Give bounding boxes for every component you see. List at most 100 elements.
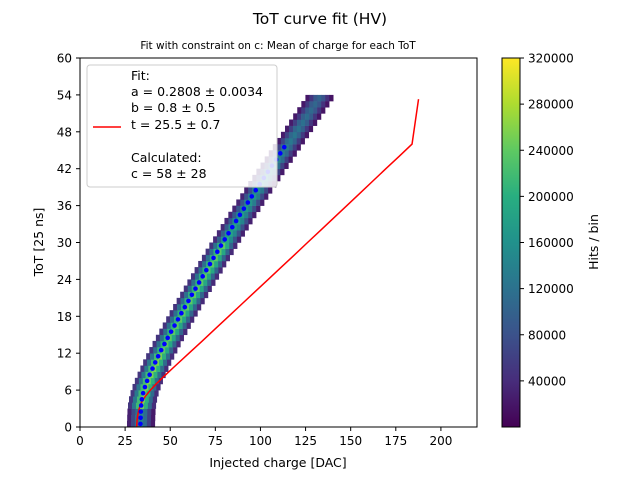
heatmap-cell (313, 113, 318, 120)
heatmap-cell (280, 168, 285, 176)
mean-point (196, 280, 202, 285)
heatmap-cell (175, 328, 180, 336)
mean-point (165, 335, 170, 341)
heatmap-cell (220, 224, 225, 231)
heatmap-cell (203, 291, 209, 299)
heatmap-cell (301, 107, 306, 114)
heatmap-cell (186, 322, 191, 329)
heatmap-cell (184, 291, 189, 299)
chart-title: ToT curve fit (HV) (252, 10, 387, 28)
heatmap-cell (213, 242, 218, 249)
heatmap-cell (236, 217, 241, 225)
heatmap-cell (309, 107, 314, 114)
heatmap-cell (284, 150, 289, 157)
heatmap-cell (192, 297, 197, 305)
heatmap-cell (244, 211, 249, 219)
heatmap-cell (292, 144, 297, 151)
heatmap-cell (213, 254, 219, 262)
heatmap-cell (211, 279, 216, 286)
heatmap-cell (138, 390, 143, 397)
heatmap-cell (137, 371, 142, 379)
heatmap-cell (166, 316, 171, 323)
heatmap-cell (264, 187, 269, 194)
heatmap-cell (228, 217, 233, 225)
mean-point (215, 249, 220, 255)
mean-point (138, 409, 144, 414)
heatmap-cell (182, 316, 187, 323)
heatmap-cell (309, 101, 314, 108)
heatmap-cell (136, 383, 141, 391)
heatmap-cell (276, 168, 281, 176)
mean-point (172, 323, 177, 328)
heatmap-cell (140, 365, 145, 372)
heatmap-cell (304, 131, 310, 139)
heatmap-cell (150, 377, 156, 385)
heatmap-cell (192, 291, 197, 299)
heatmap-cell (225, 236, 230, 243)
heatmap-cell (209, 248, 214, 256)
heatmap-cell (301, 119, 306, 126)
heatmap-cell (276, 162, 281, 169)
heatmap-cell (187, 279, 192, 286)
mean-point (189, 292, 195, 298)
heatmap-cell (165, 353, 171, 360)
heatmap-cell (288, 150, 293, 157)
heatmap-cell (127, 420, 132, 427)
heatmap-cell (148, 383, 153, 391)
heatmap-cell (210, 273, 216, 280)
legend-fit-header: Fit: (131, 68, 150, 83)
heatmap-cell (296, 131, 302, 139)
heatmap-cell (153, 347, 158, 354)
mean-point (218, 243, 224, 248)
heatmap-cell (210, 267, 215, 274)
heatmap-cell (308, 119, 314, 126)
y-axis-label: ToT [25 ns] (31, 208, 46, 278)
heatmap-cell (169, 353, 175, 360)
colorbar-label: Hits / bin (586, 214, 601, 270)
heatmap-cell (248, 187, 253, 194)
heatmap-cell (309, 113, 314, 120)
heatmap-cell (164, 365, 169, 372)
heatmap-cell (207, 285, 212, 292)
heatmap-cell (150, 390, 155, 397)
heatmap-cell (194, 273, 200, 280)
heatmap-cell (218, 267, 223, 274)
heatmap-cell (178, 322, 183, 329)
heatmap-cell (300, 125, 306, 133)
heatmap-cell (248, 199, 253, 206)
heatmap-cell (276, 137, 282, 145)
heatmap-cell (190, 273, 196, 280)
heatmap-cell (180, 291, 185, 299)
mean-point (138, 415, 143, 421)
heatmap-cell (252, 205, 257, 213)
heatmap-cell (317, 107, 322, 114)
heatmap-cell (285, 125, 290, 133)
mean-point (158, 347, 164, 353)
heatmap-cell (236, 199, 241, 206)
heatmap-cell (160, 365, 165, 372)
heatmap-cell (132, 383, 137, 391)
heatmap-cell (289, 119, 294, 126)
heatmap-cell (183, 285, 189, 292)
heatmap-cell (217, 248, 222, 256)
heatmap-cell (325, 101, 330, 108)
y-tick-label: 42 (57, 162, 72, 176)
legend-calc-header: Calculated: (131, 150, 202, 165)
heatmap-cell (321, 101, 326, 108)
heatmap-cell (173, 310, 178, 317)
heatmap-cell (147, 414, 152, 422)
heatmap-cell (292, 125, 298, 133)
heatmap-cell (188, 304, 194, 311)
heatmap-cell (293, 119, 298, 126)
heatmap-cell (196, 304, 202, 311)
heatmap-cell (317, 94, 322, 102)
heatmap-cell (297, 119, 302, 126)
heatmap-cell (131, 414, 136, 422)
heatmap-cell (189, 316, 195, 323)
heatmap-cell (146, 353, 151, 360)
heatmap-cell (309, 94, 314, 102)
heatmap-cell (232, 211, 237, 219)
heatmap-cell (288, 144, 293, 151)
heatmap-cell (252, 193, 257, 200)
mean-point (211, 255, 216, 261)
